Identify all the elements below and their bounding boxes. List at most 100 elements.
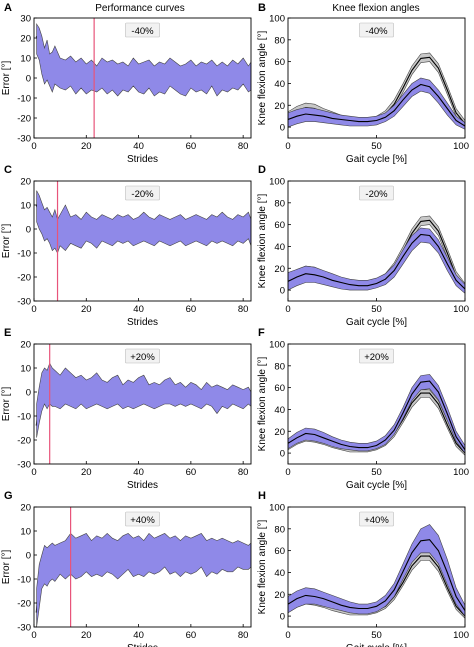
y-tick-label: 0 [280, 612, 285, 623]
x-tick-label: 50 [371, 467, 382, 478]
plot-area [35, 344, 251, 464]
condition-label: -20% [131, 189, 154, 200]
condition-label: +20% [130, 352, 155, 363]
y-axis-label: Error [°] [1, 224, 12, 259]
panel-letter: E [4, 327, 11, 339]
series-band-blue_band [288, 77, 465, 130]
y-tick-label: 80 [274, 35, 285, 46]
y-tick-label: -10 [17, 575, 31, 586]
y-tick-label: 60 [274, 220, 285, 231]
y-tick-label: 20 [20, 177, 31, 188]
plot-area [35, 507, 251, 627]
panel-a: A -30 -20 -10 0 10 20 30 0 20 40 60 80 Strides Error [… [1, 2, 252, 165]
plot-area [288, 215, 465, 294]
y-tick-label: 20 [20, 340, 31, 351]
y-axis-label: Error [°] [1, 550, 12, 585]
panel-letter: F [258, 327, 265, 339]
x-tick-label: 20 [81, 467, 92, 478]
y-tick-label: 100 [269, 14, 285, 25]
condition-label-box [125, 185, 160, 201]
y-tick-label: 10 [20, 201, 31, 212]
x-axis-label: Gait cycle [%] [346, 480, 407, 491]
axes-frame [33, 506, 252, 628]
x-tick-label: 0 [285, 630, 290, 641]
x-tick-label: 0 [31, 630, 36, 641]
axes-frame [33, 343, 252, 465]
y-tick-label: 0 [280, 449, 285, 460]
x-tick-label: 0 [285, 141, 290, 152]
x-tick-label: 50 [371, 141, 382, 152]
series-line-blue_mean [288, 233, 465, 290]
x-axis-label: Gait cycle [%] [346, 154, 407, 165]
x-axis-label: Strides [127, 154, 158, 165]
y-tick-label: 40 [274, 568, 285, 579]
series-band-band [36, 362, 251, 438]
condition-label-box [359, 348, 394, 364]
x-tick-label: 60 [186, 304, 197, 315]
series-band-band [36, 190, 251, 254]
x-tick-label: 40 [133, 141, 144, 152]
condition-label-box [125, 348, 160, 364]
x-tick-label: 40 [133, 630, 144, 641]
x-tick-label: 100 [453, 141, 469, 152]
column-title-left: Performance curves [95, 3, 184, 14]
y-tick-label: 80 [274, 361, 285, 372]
plot-area [288, 524, 465, 619]
x-tick-label: 100 [453, 467, 469, 478]
panel-g: G -30 -20 -10 0 10 20 0 20 40 60 80 Strides Error [°]… [1, 490, 252, 647]
x-tick-label: 50 [371, 304, 382, 315]
y-tick-label: -20 [17, 273, 31, 284]
series-band-blue_band [288, 227, 465, 294]
y-tick-label: 40 [274, 79, 285, 90]
condition-label-box [359, 22, 394, 38]
y-tick-label: -10 [17, 412, 31, 423]
y-tick-label: -20 [17, 436, 31, 447]
y-axis-label: Knee flexion angle [°] [257, 193, 268, 288]
y-tick-label: 60 [274, 383, 285, 394]
condition-label-box [359, 185, 394, 201]
condition-label: +40% [364, 515, 389, 526]
x-tick-label: 0 [31, 467, 36, 478]
x-axis-label: Gait cycle [%] [346, 643, 407, 647]
plot-area [35, 18, 251, 138]
y-tick-label: -20 [17, 599, 31, 610]
y-tick-label: 0 [26, 225, 31, 236]
panel-letter: A [4, 2, 12, 14]
y-tick-label: 0 [26, 388, 31, 399]
series-band-blue_band [288, 524, 465, 617]
y-tick-label: 100 [269, 177, 285, 188]
y-tick-label: 0 [280, 123, 285, 134]
y-tick-label: 0 [26, 74, 31, 85]
panel-f: F 0 20 40 60 80 100 0 50 100 Gait cycle [%] Knee fl… [257, 327, 469, 491]
y-tick-label: 100 [269, 503, 285, 514]
y-axis-label: Knee flexion angle [°] [257, 356, 268, 451]
y-tick-label: 60 [274, 546, 285, 557]
x-tick-label: 0 [31, 141, 36, 152]
y-tick-label: 0 [26, 551, 31, 562]
y-axis-label: Error [°] [1, 387, 12, 422]
x-tick-label: 0 [285, 467, 290, 478]
plot-area [288, 52, 465, 130]
y-tick-label: 20 [20, 503, 31, 514]
y-tick-label: 10 [20, 527, 31, 538]
plot-area [288, 374, 465, 456]
series-band-band [36, 22, 251, 97]
series-line-blue_mean [288, 539, 465, 611]
panel-h: H 0 20 40 60 80 100 0 50 100 Gait cycle [%] Knee fl… [257, 490, 469, 647]
panel-letter: C [4, 164, 12, 176]
condition-label: +40% [130, 515, 155, 526]
y-tick-label: 20 [20, 34, 31, 45]
x-tick-label: 40 [133, 467, 144, 478]
plot-area [35, 181, 251, 301]
y-tick-label: 20 [274, 427, 285, 438]
x-tick-label: 20 [81, 304, 92, 315]
y-tick-label: -10 [17, 249, 31, 260]
series-band-blue_band [288, 374, 465, 454]
x-tick-label: 80 [238, 630, 249, 641]
y-tick-label: 100 [269, 340, 285, 351]
panel-letter: B [258, 2, 266, 14]
x-tick-label: 60 [186, 467, 197, 478]
x-tick-label: 0 [285, 304, 290, 315]
condition-label: -20% [365, 189, 388, 200]
condition-label-box [125, 22, 160, 38]
